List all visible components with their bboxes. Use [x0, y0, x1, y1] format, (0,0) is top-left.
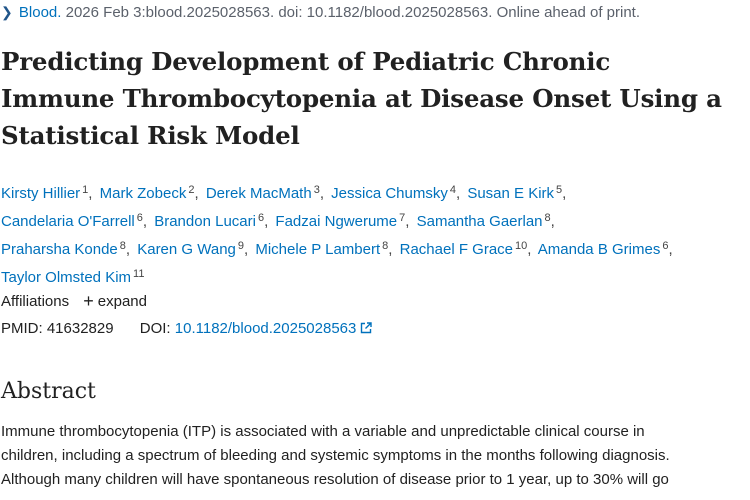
title-line-3: Statistical Risk Model: [1, 121, 300, 150]
affiliation-number[interactable]: 8: [382, 240, 389, 252]
author-link[interactable]: Amanda B Grimes: [537, 241, 661, 258]
author-link[interactable]: Mark Zobeck: [99, 185, 187, 202]
affiliation-number[interactable]: 8: [119, 240, 126, 252]
affiliation-number[interactable]: 5: [556, 184, 563, 196]
author-link[interactable]: Kirsty Hillier: [1, 185, 81, 202]
author-line: Praharsha Konde 8, Karen G Wang 9, Michele…: [1, 240, 673, 258]
citation-line: ❯ Blood. 2026 Feb 3:blood.2025028563. do…: [1, 4, 640, 21]
affiliation-number[interactable]: 8: [544, 212, 551, 224]
author-line: Kirsty Hillier 1, Mark Zobeck 2, Derek Mac…: [1, 184, 567, 202]
author-link[interactable]: Candelaria O'Farrell: [1, 213, 135, 230]
abstract-line-1: Immune thrombocytopenia (ITP) is associa…: [1, 423, 645, 440]
abstract-text: Immune thrombocytopenia (ITP) is associa…: [1, 420, 750, 492]
affiliation-number[interactable]: 6: [662, 240, 669, 252]
author-link[interactable]: Jessica Chumsky: [331, 185, 448, 202]
affiliation-number[interactable]: 1: [82, 184, 89, 196]
title-line-2: Immune Thrombocytopenia at Disease Onset…: [1, 84, 722, 113]
abstract-heading: Abstract: [1, 379, 96, 404]
affiliation-number[interactable]: 2: [188, 184, 195, 196]
author-link[interactable]: Brandon Lucari: [154, 213, 256, 230]
pmid-label: PMID:: [1, 320, 43, 337]
identifiers: PMID: 41632829 DOI: 10.1182/blood.202502…: [1, 320, 373, 337]
doi-link[interactable]: 10.1182/blood.2025028563: [175, 320, 373, 337]
plus-icon: +: [83, 291, 94, 311]
affiliation-number[interactable]: 3: [313, 184, 320, 196]
author-link[interactable]: Derek MacMath: [205, 185, 312, 202]
title-line-1: Predicting Development of Pediatric Chro…: [1, 47, 611, 76]
affiliations-toggle[interactable]: Affiliations + expand: [1, 291, 147, 312]
doi-value: 10.1182/blood.2025028563: [174, 320, 357, 337]
doi-label: DOI:: [139, 320, 171, 337]
external-link-icon: [361, 322, 373, 334]
affiliation-number[interactable]: 4: [449, 184, 456, 196]
author-link[interactable]: Praharsha Konde: [1, 241, 118, 258]
journal-link[interactable]: Blood.: [18, 4, 62, 21]
author-list: Kirsty Hillier 1, Mark Zobeck 2, Derek Mac…: [1, 178, 749, 290]
author-link[interactable]: Karen G Wang: [137, 241, 236, 258]
expand-label: expand: [97, 293, 147, 310]
author-link[interactable]: Samantha Gaerlan: [416, 213, 543, 230]
author-line: Candelaria O'Farrell 6, Brandon Lucari 6, …: [1, 212, 555, 230]
author-line: Taylor Olmsted Kim 11: [1, 262, 749, 290]
citation-details: 2026 Feb 3:blood.2025028563. doi: 10.118…: [65, 4, 640, 21]
affiliation-number[interactable]: 9: [237, 240, 245, 252]
abstract-line-2: children, including a spectrum of bleedi…: [1, 447, 670, 464]
abstract-line-3: Although many children will have spontan…: [1, 471, 669, 488]
author-link[interactable]: Susan E Kirk: [467, 185, 555, 202]
affiliation-number[interactable]: 6: [136, 212, 143, 224]
author-link[interactable]: Fadzai Ngwerume: [275, 213, 398, 230]
affiliation-number[interactable]: 11: [133, 268, 145, 280]
pmid-value: 41632829: [46, 320, 114, 337]
affiliation-number[interactable]: 10: [515, 240, 528, 252]
affiliation-number[interactable]: 7: [399, 212, 406, 224]
affiliation-number[interactable]: 6: [257, 212, 265, 224]
affiliations-label: Affiliations: [1, 293, 70, 310]
chevron-right-icon[interactable]: ❯: [1, 4, 13, 20]
article-title: Predicting Development of Pediatric Chro…: [1, 43, 750, 154]
author-link[interactable]: Rachael F Grace: [399, 241, 514, 258]
author-link[interactable]: Michele P Lambert: [255, 241, 381, 258]
author-link[interactable]: Taylor Olmsted Kim: [1, 269, 132, 286]
